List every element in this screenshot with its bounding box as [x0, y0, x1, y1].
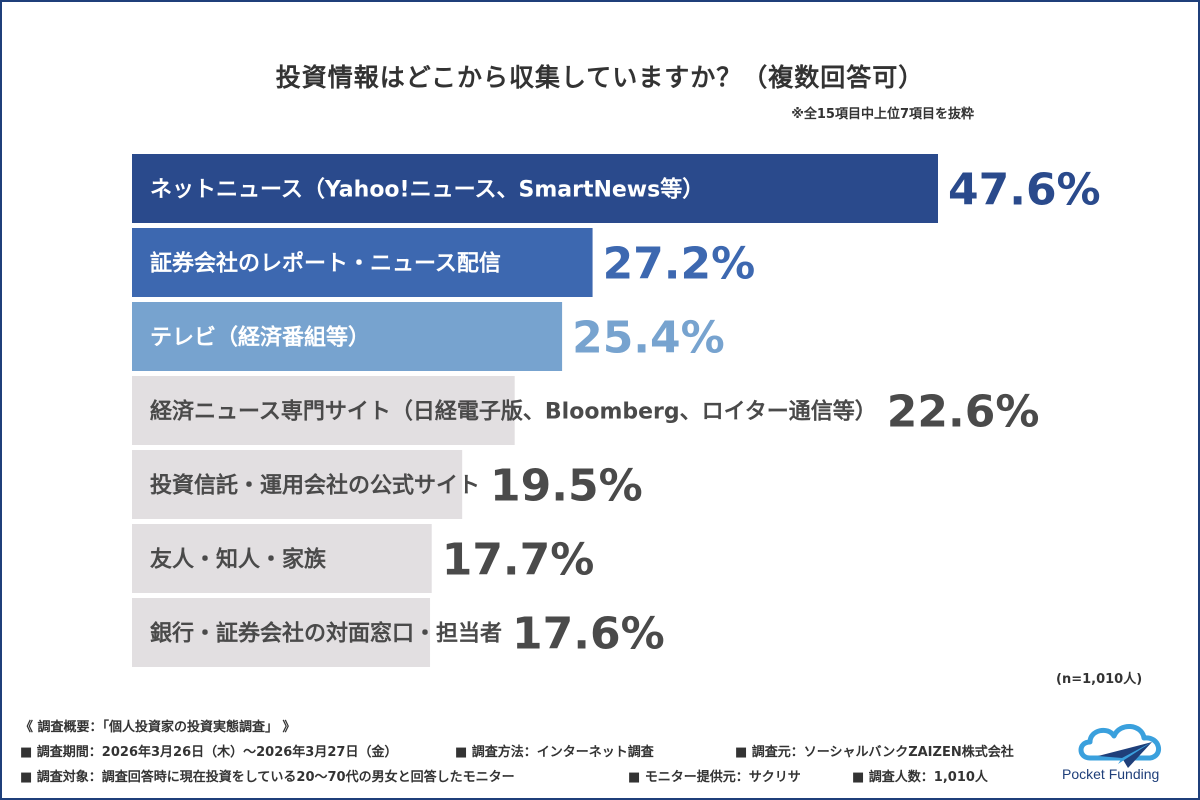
bar-label-4: 経済ニュース専門サイト（日経電子版、Bloomberg、ロイター通信等） — [150, 399, 877, 425]
bar-7 — [132, 598, 431, 667]
bar-chart: ネットニュース（Yahoo!ニュース、SmartNews等） 47.6% 証券会社の… — [132, 154, 1101, 667]
value-label-7: 17.6% — [512, 609, 665, 660]
bar-4 — [132, 376, 515, 445]
bar-5 — [132, 450, 463, 519]
bar-label-7: 銀行・証券会社の対面窓口・担当者 — [150, 621, 502, 647]
bar-label-1: ネットニュース（Yahoo!ニュース、SmartNews等） — [150, 177, 704, 203]
bar-label-3: テレビ（経済番組等） — [150, 325, 370, 351]
cloud-paper-plane-icon — [1078, 724, 1161, 768]
value-label-6: 17.7% — [442, 535, 595, 586]
logo-text: Pocket Funding — [1062, 766, 1160, 782]
value-label-1: 47.6% — [948, 165, 1101, 216]
survey-count: ■ 調査人数：1,010人 — [852, 770, 988, 785]
chart-note: ※全15項目中上位7項目を抜粋 — [791, 107, 974, 122]
value-label-4: 22.6% — [887, 387, 1040, 438]
survey-target: ■ 調査対象：調査回答時に現在投資をしている20〜70代の男女と回答したモニター — [20, 770, 515, 785]
value-label-5: 19.5% — [490, 461, 643, 512]
chart-title: 投資情報はどこから収集していますか？（複数回答可） — [275, 63, 925, 92]
value-label-3: 25.4% — [572, 313, 725, 364]
bar-label-6: 友人・知人・家族 — [150, 547, 327, 573]
bar-3 — [132, 302, 563, 371]
bar-6 — [132, 524, 432, 593]
bar-2 — [132, 228, 593, 297]
survey-source: ■ 調査元：ソーシャルバンクZAIZEN株式会社 — [735, 745, 1014, 760]
survey-method: ■ 調査方法：インターネット調査 — [455, 745, 654, 760]
bar-1 — [132, 154, 938, 223]
bar-label-2: 証券会社のレポート・ニュース配信 — [150, 251, 501, 277]
value-label-2: 27.2% — [603, 239, 756, 290]
survey-provider: ■ モニター提供元：サクリサ — [628, 770, 801, 785]
survey-period: ■ 調査期間：2026年3月26日（木）〜2026年3月27日（金） — [20, 745, 398, 760]
survey-heading: 《 調査概要：「個人投資家の投資実態調査」 》 — [20, 720, 296, 735]
bar-label-5: 投資信託・運用会社の公式サイト — [150, 473, 480, 499]
sample-size: (n=1,010人) — [1056, 672, 1143, 687]
